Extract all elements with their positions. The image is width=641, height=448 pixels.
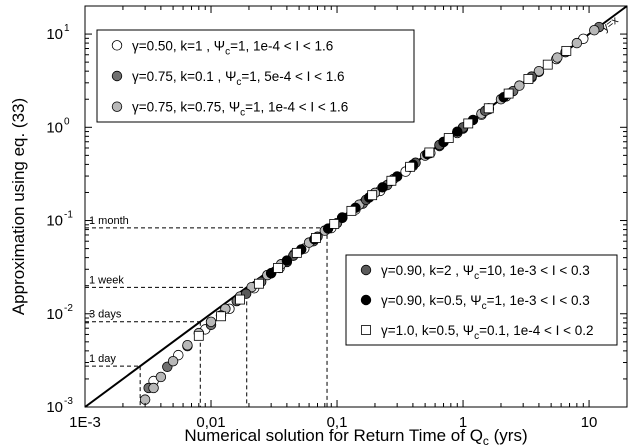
series-5-point-2 bbox=[235, 294, 245, 305]
legend-box-0 bbox=[96, 29, 415, 123]
series-5-point-12 bbox=[424, 147, 435, 158]
y-tick-label-0: 10 bbox=[46, 399, 63, 416]
y-tick-label-4: 10 bbox=[46, 26, 63, 43]
data-points-layer bbox=[139, 21, 605, 405]
x-tick-label-0: 1E-3 bbox=[69, 414, 101, 431]
series-5-point-7 bbox=[329, 219, 340, 229]
series-5-point-17 bbox=[523, 74, 534, 84]
series-2-point-28 bbox=[571, 37, 583, 49]
legend-layer: γ=0.50, k=1 , Ψc=1, 1e-4 < I < 1.6 γ=0.75… bbox=[96, 29, 618, 346]
series-2-point-25 bbox=[514, 80, 525, 91]
legend-box-1 bbox=[345, 254, 618, 346]
y-tick-label-2: 10 bbox=[46, 213, 63, 230]
y-tick-exponent-3: 0 bbox=[64, 116, 70, 127]
series-2-point-29 bbox=[589, 25, 600, 36]
series-2-point-0 bbox=[139, 394, 151, 405]
annotation-label-1: 3 days bbox=[89, 309, 122, 321]
y-tick-exponent-4: 1 bbox=[64, 23, 70, 34]
y-tick-label-3: 10 bbox=[46, 119, 63, 136]
series-5-point-15 bbox=[483, 103, 494, 114]
legend-1-marker-2 bbox=[361, 325, 371, 335]
series-2-point-2 bbox=[155, 371, 167, 383]
legend-0-marker-2 bbox=[111, 101, 123, 112]
series-2-point-6 bbox=[205, 316, 217, 328]
series-2-point-27 bbox=[552, 52, 563, 63]
legend-0-marker-0 bbox=[111, 40, 123, 51]
legend-0-label-2: γ=0.75, k=0.75, Ψc=1, 1e-4 < I < 1.6 bbox=[132, 100, 348, 119]
series-5-point-3 bbox=[254, 278, 264, 289]
annotation-label-0: 1 day bbox=[89, 353, 116, 365]
legend-1-label-2: γ=1.0, k=0.5, Ψc=0.1, 1e-4 < I < 0.2 bbox=[381, 323, 594, 342]
y-tick-exponent-0: -3 bbox=[64, 396, 73, 407]
series-4-point-1 bbox=[281, 255, 293, 266]
series-4-point-13 bbox=[452, 126, 463, 137]
series-5-point-18 bbox=[542, 59, 553, 70]
series-5-point-19 bbox=[561, 45, 572, 56]
x-axis-title: Numerical solution for Return Time of Qc… bbox=[184, 426, 527, 448]
x-tick-label-2: 0,1 bbox=[327, 414, 348, 431]
annotation-label-3: 1 month bbox=[89, 215, 129, 227]
legend-0-label-1: γ=0.75, k=0.1 , Ψc=1, 5e-4 < I < 1.6 bbox=[132, 69, 345, 88]
series-5-point-1 bbox=[216, 311, 226, 322]
series-5 bbox=[193, 45, 572, 341]
series-5-point-6 bbox=[311, 233, 321, 243]
series-5-point-10 bbox=[386, 175, 397, 186]
series-5-point-9 bbox=[367, 190, 378, 201]
y-tick-exponent-1: -2 bbox=[64, 303, 73, 314]
series-5-point-5 bbox=[291, 247, 302, 258]
legend-0-label-0: γ=0.50, k=1 , Ψc=1, 1e-4 < I < 1.6 bbox=[132, 38, 333, 57]
series-2-point-26 bbox=[533, 65, 545, 77]
legend-1-marker-1 bbox=[360, 294, 372, 306]
legend-1-marker-0 bbox=[360, 264, 372, 276]
series-5-point-14 bbox=[463, 118, 474, 129]
series-2-point-3 bbox=[167, 355, 179, 367]
x-tick-label-1: 0,01 bbox=[196, 414, 225, 431]
series-2-point-1 bbox=[148, 382, 159, 394]
y-tick-label-1: 10 bbox=[46, 306, 63, 323]
series-2-point-4 bbox=[182, 340, 193, 351]
y-axis-title: Approximation using eq. (33) bbox=[9, 98, 28, 315]
x-tick-label-3: 1 bbox=[459, 414, 467, 431]
y-tick-exponent-2: -1 bbox=[64, 210, 73, 221]
legend-1-label-1: γ=0.90, k=0.5, Ψc=1, 1e-3 < I < 0.3 bbox=[381, 293, 590, 312]
legend-bottom-right: γ=0.90, k=2 , Ψc=10, 1e-3 < I < 0.3 γ=0.9… bbox=[345, 254, 618, 346]
series-5-point-13 bbox=[443, 133, 454, 143]
series-5-point-11 bbox=[405, 161, 415, 172]
series-5-point-4 bbox=[273, 263, 283, 273]
x-tick-label-4: 10 bbox=[581, 414, 598, 431]
legend-0-marker-1 bbox=[111, 70, 123, 82]
series-5-point-16 bbox=[503, 88, 514, 99]
series-4-point-5 bbox=[337, 212, 348, 223]
series-5-point-0 bbox=[193, 330, 204, 341]
annotation-layer: 1 day 3 days 1 week 1 month bbox=[85, 215, 328, 407]
annotation-label-2: 1 week bbox=[89, 274, 124, 286]
legend-top-left: γ=0.50, k=1 , Ψc=1, 1e-4 < I < 1.6 γ=0.75… bbox=[96, 29, 415, 123]
series-4-point-8 bbox=[377, 182, 388, 193]
legend-1-label-0: γ=0.90, k=2 , Ψc=10, 1e-3 < I < 0.3 bbox=[381, 263, 590, 282]
series-5-point-8 bbox=[346, 205, 357, 216]
plot-frame bbox=[84, 5, 628, 408]
